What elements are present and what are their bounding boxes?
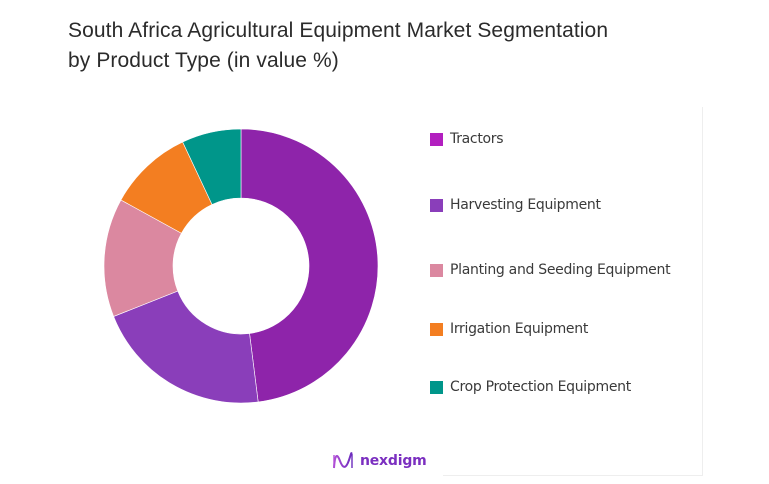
legend-swatch — [430, 322, 443, 336]
chart-title-line-2: by Product Type (in value %) — [68, 49, 339, 72]
nexdigm-wave-icon — [333, 452, 353, 469]
legend-label: Harvesting Equipment — [450, 197, 601, 213]
brand-logo: nexdigm — [332, 452, 427, 470]
legend-label: Planting and Seeding Equipment — [450, 262, 671, 278]
legend-item-harvesting-equipment[interactable]: Harvesting Equipment — [430, 197, 601, 213]
legend-label: Irrigation Equipment — [450, 321, 589, 337]
chart-title-line-1: South Africa Agricultural Equipment Mark… — [68, 19, 609, 42]
legend-swatch — [430, 132, 443, 146]
legend-swatch — [430, 198, 443, 212]
logo-text: nexdigm — [360, 453, 427, 469]
legend-item-planting-and-seeding-equipment[interactable]: Planting and Seeding Equipment — [430, 262, 671, 278]
chart-title: South Africa Agricultural Equipment Mark… — [68, 16, 748, 76]
legend-label: Tractors — [450, 131, 504, 147]
legend-label: Crop Protection Equipment — [450, 379, 631, 395]
donut-slice-crop-protection-equipment[interactable]: Crop Protection Equipment: 7% — [182, 128, 242, 205]
legend-swatch — [430, 380, 443, 394]
legend-item-tractors[interactable]: Tractors — [430, 131, 504, 147]
legend-frame-bottom-border — [443, 475, 703, 476]
legend-swatch — [430, 263, 443, 277]
donut-slice-tractors[interactable]: Tractors: 48% — [240, 128, 379, 403]
legend-item-crop-protection-equipment[interactable]: Crop Protection Equipment — [430, 379, 631, 395]
legend-item-irrigation-equipment[interactable]: Irrigation Equipment — [430, 321, 588, 337]
donut-slice-harvesting-equipment[interactable]: Harvesting Equipment: 21% — [113, 290, 259, 404]
legend-frame-right-border — [702, 107, 703, 475]
